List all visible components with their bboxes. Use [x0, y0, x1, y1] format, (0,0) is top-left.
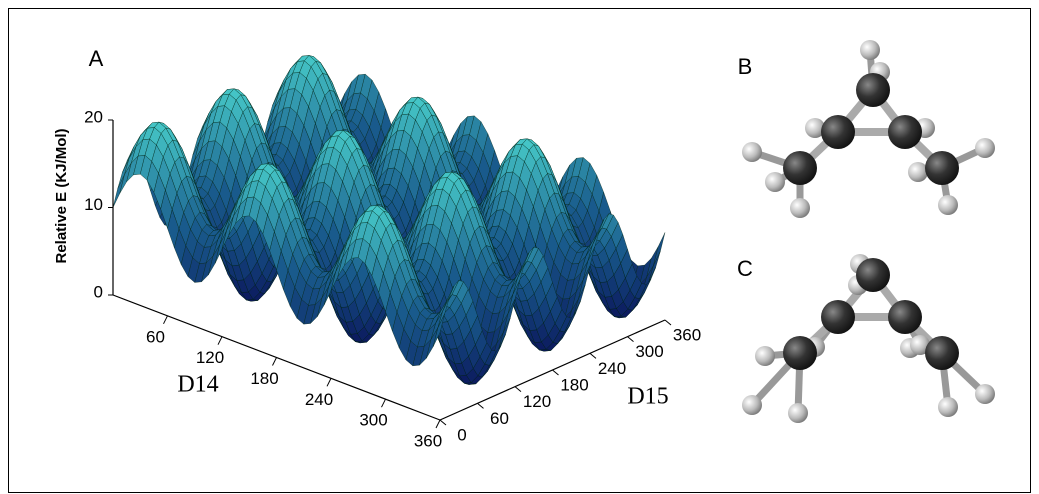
- y-tick: [589, 352, 597, 359]
- x-tick: [435, 419, 441, 429]
- hydrogen: [910, 335, 930, 355]
- hydrogen: [975, 138, 995, 158]
- axes: 0 10 20 60 120 180 240 300 360 0 60 120 180 240 300 360: [84, 107, 701, 450]
- molecule-b: [742, 40, 995, 218]
- frame: [8, 8, 1031, 493]
- y-tick-label: 360: [673, 325, 701, 344]
- x-tick-label: 240: [305, 390, 333, 409]
- hydrogen: [908, 162, 928, 182]
- x-tick-label: 60: [146, 327, 165, 346]
- z-axis-label: Relative E (KJ/Mol): [53, 128, 70, 263]
- y-tick-label: 0: [457, 425, 466, 444]
- y-tick-label: 300: [635, 342, 663, 361]
- z-tick-label: 0: [94, 282, 103, 301]
- carbon: [821, 115, 855, 149]
- hydrogen: [938, 397, 958, 417]
- x-tick-label: 300: [359, 411, 387, 430]
- x-tick: [217, 336, 223, 345]
- x-tick-label: 120: [196, 348, 224, 367]
- carbon: [925, 151, 959, 185]
- x-axis-label: D14: [177, 372, 218, 398]
- x-tick-label: 180: [250, 369, 278, 388]
- panel-label: B: [738, 54, 753, 79]
- y-tick: [552, 369, 559, 376]
- hydrogen: [742, 142, 762, 162]
- hydrogen: [790, 198, 810, 218]
- panel-label: C: [737, 256, 753, 281]
- hydrogen: [938, 195, 958, 215]
- surface-patch: [433, 313, 445, 347]
- x-tick: [381, 398, 386, 408]
- y-tick-label: 240: [598, 359, 626, 378]
- carbon: [856, 258, 890, 292]
- y-tick-label: 60: [490, 409, 509, 428]
- hydrogen: [860, 40, 880, 60]
- y-tick-label: 120: [523, 392, 551, 411]
- x-tick: [326, 378, 332, 387]
- carbon: [821, 300, 855, 334]
- z-tick-label: 20: [84, 107, 103, 126]
- x-tick: [272, 357, 277, 366]
- hydrogen: [975, 384, 995, 404]
- hydrogen: [805, 118, 825, 138]
- hydrogen: [755, 346, 775, 366]
- carbon: [856, 73, 890, 107]
- z-tick-label: 10: [84, 195, 103, 214]
- x-tick: [163, 315, 168, 325]
- y-tick: [664, 319, 672, 326]
- y-tick: [439, 419, 447, 426]
- surface-patch: [112, 174, 125, 208]
- surface-patch: [653, 232, 666, 266]
- y-axis-label: D15: [627, 384, 668, 410]
- hydrogen: [788, 403, 808, 423]
- x-tick-label: 360: [414, 431, 442, 450]
- y-tick: [477, 402, 484, 409]
- carbon: [783, 336, 817, 370]
- y-tick-label: 180: [560, 375, 588, 394]
- y-tick: [514, 386, 522, 393]
- carbon: [925, 336, 959, 370]
- panel-label: A: [89, 46, 104, 71]
- carbon: [888, 300, 922, 334]
- hydrogen: [742, 395, 762, 415]
- molecule-c: [742, 254, 995, 423]
- y-tick: [627, 336, 634, 343]
- hydrogen: [765, 172, 785, 192]
- carbon: [783, 151, 817, 185]
- carbon: [888, 115, 922, 149]
- energy-surface: [112, 55, 666, 385]
